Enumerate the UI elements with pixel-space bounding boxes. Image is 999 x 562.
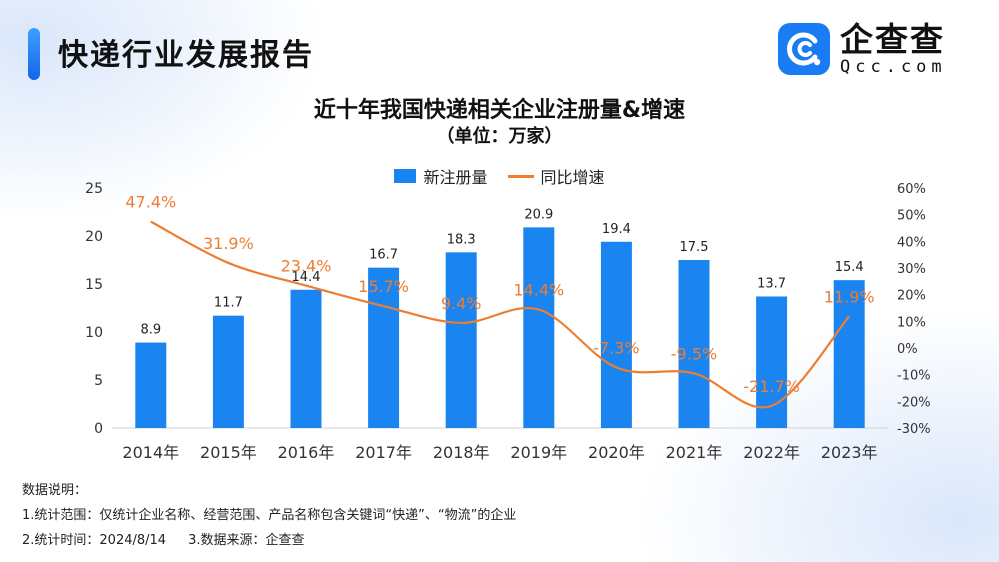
y-right-tick-label: 30%	[897, 262, 926, 277]
line-data-label: -9.5%	[671, 344, 717, 363]
x-tick-label: 2017年	[355, 443, 412, 462]
x-tick-label: 2019年	[510, 443, 567, 462]
x-tick-label: 2018年	[433, 443, 490, 462]
line-data-label: -21.7%	[743, 377, 800, 396]
chart-unit-label: （单位：万家）	[436, 126, 563, 147]
legend-line-label: 同比增速	[540, 168, 605, 187]
qcc-logo-icon	[778, 23, 830, 75]
bar	[600, 241, 632, 428]
bar-data-label: 17.5	[680, 240, 709, 255]
report-title: 快递行业发展报告	[58, 38, 314, 73]
y-right-tick-label: -30%	[897, 422, 931, 437]
y-right-tick-label: 60%	[897, 182, 926, 197]
notes-heading: 数据说明：	[22, 483, 88, 498]
y-right-tick-label: -10%	[897, 369, 931, 384]
legend-item-bar: 新注册量	[394, 164, 488, 188]
x-tick-label: 2016年	[278, 443, 335, 462]
y-left-tick-label: 15	[85, 277, 103, 293]
y-left-tick-label: 10	[85, 325, 103, 341]
y-right-tick-label: 10%	[897, 315, 926, 330]
y-left-tick-label: 20	[85, 229, 103, 245]
line-data-label: 31.9%	[203, 234, 254, 253]
y-right-tick-label: 40%	[897, 235, 926, 250]
x-tick-label: 2014年	[122, 443, 179, 462]
line-data-label: 9.4%	[441, 294, 482, 313]
bar	[678, 260, 710, 428]
x-tick-label: 2023年	[821, 443, 878, 462]
bar	[212, 315, 244, 428]
header-accent-bar	[28, 28, 40, 80]
logo-name: 企查查	[840, 20, 945, 59]
legend-bar-label: 新注册量	[423, 168, 488, 187]
bar	[833, 280, 865, 428]
bar-data-label: 19.4	[602, 222, 631, 237]
bar	[445, 252, 477, 428]
bar-data-label: 20.9	[524, 207, 553, 222]
bar-data-label: 18.3	[447, 232, 476, 247]
line-data-label: 11.9%	[824, 287, 875, 306]
bar-data-label: 14.4	[292, 270, 321, 285]
notes-source: 3.数据来源：企查查	[188, 533, 305, 548]
bar-data-label: 8.9	[140, 323, 161, 338]
growth-rate-line	[150, 220, 851, 409]
bar-data-label: 15.4	[835, 260, 864, 275]
chart-title: 近十年我国快递相关企业注册量&增速	[313, 98, 686, 123]
x-tick-label: 2015年	[200, 443, 257, 462]
y-left-tick-label: 5	[94, 373, 103, 389]
line-data-label: 14.4%	[513, 281, 564, 300]
line-data-label: 47.4%	[125, 193, 176, 212]
legend-item-line: 同比增速	[507, 164, 605, 188]
data-notes: 数据说明： 1.统计范围：仅统计企业名称、经营范围、产品名称包含关键词“快递”、…	[22, 478, 516, 553]
y-left-tick-label: 0	[94, 421, 103, 437]
y-right-tick-label: 50%	[897, 209, 926, 224]
bar-data-label: 11.7	[214, 296, 243, 311]
bar	[368, 267, 400, 428]
chart-legend: 新注册量 同比增速	[0, 164, 999, 188]
legend-line-swatch	[507, 174, 534, 178]
line-data-label: -7.3%	[593, 338, 639, 357]
qcc-logo: 企查查 Qcc.com	[778, 22, 947, 76]
y-left-tick-label: 25	[85, 181, 103, 197]
bar-data-label: 13.7	[757, 276, 786, 291]
x-tick-label: 2021年	[666, 443, 723, 462]
notes-scope: 1.统计范围：仅统计企业名称、经营范围、产品名称包含关键词“快递”、“物流”的企…	[22, 508, 517, 523]
y-right-tick-label: 0%	[897, 342, 918, 357]
notes-time: 2.统计时间：2024/8/14	[22, 533, 167, 548]
legend-bar-swatch	[394, 169, 417, 183]
line-data-label: 23.4%	[281, 257, 332, 276]
bar	[290, 289, 322, 428]
bar	[135, 342, 167, 428]
bar	[523, 227, 555, 428]
y-right-tick-label: -20%	[897, 395, 931, 410]
bar-data-label: 16.7	[369, 248, 398, 263]
x-tick-label: 2022年	[743, 443, 800, 462]
y-right-tick-label: 20%	[897, 289, 926, 304]
x-tick-label: 2020年	[588, 443, 645, 462]
line-data-label: 15.7%	[358, 277, 409, 296]
logo-url: Qcc.com	[840, 57, 947, 77]
